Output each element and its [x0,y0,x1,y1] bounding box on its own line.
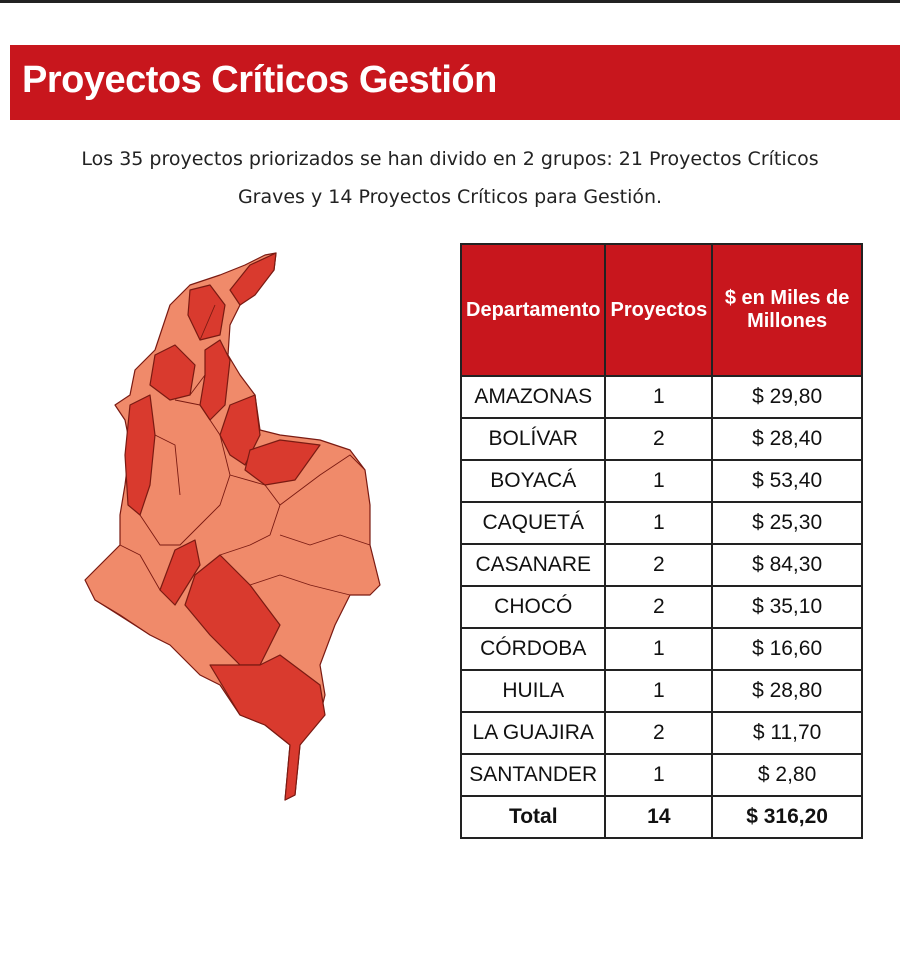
total-row: Total 14 $ 316,20 [459,795,863,839]
table-row: BOYACÁ 1 $ 53,40 [459,459,863,503]
table-row: CHOCÓ 2 $ 35,10 [459,585,863,629]
table-cell: 1 [604,627,714,671]
table-cell: $ 28,40 [711,417,863,461]
table-cell: $ 53,40 [711,459,863,503]
table-row: HUILA 1 $ 28,80 [459,669,863,713]
table-cell: $ 16,60 [711,627,863,671]
table-cell: CAQUETÁ [459,501,607,545]
column-header: $ en Miles de Millones [711,243,863,377]
table-row: LA GUAJIRA 2 $ 11,70 [459,711,863,755]
table-cell: HUILA [459,669,607,713]
table-cell: 1 [604,459,714,503]
table-cell: $ 28,80 [711,669,863,713]
table-row: BOLÍVAR 2 $ 28,40 [459,417,863,461]
table-cell: $ 35,10 [711,585,863,629]
intro-line: Los 35 proyectos priorizados se han divi… [81,148,819,170]
table-cell: LA GUAJIRA [459,711,607,755]
table-row: AMAZONAS 1 $ 29,80 [459,375,863,419]
table-cell: CÓRDOBA [459,627,607,671]
table-cell: BOYACÁ [459,459,607,503]
table-cell: CHOCÓ [459,585,607,629]
table-cell: 2 [604,585,714,629]
table-cell: $ 2,80 [711,753,863,797]
table-cell: CASANARE [459,543,607,587]
column-header: Departamento [459,243,607,377]
table-cell: $ 84,30 [711,543,863,587]
projects-table: Departamento Proyectos $ en Miles de Millo… [459,243,863,839]
header-row: Departamento Proyectos $ en Miles de Millo… [459,243,863,377]
table-cell: 2 [604,417,714,461]
table-cell: 1 [604,753,714,797]
top-rule [0,0,900,3]
intro: Los 35 proyectos priorizados se han divi… [0,140,900,216]
total-cell: Total [459,795,607,839]
table-cell: 2 [604,711,714,755]
table-cell: 1 [604,669,714,713]
table-row: CAQUETÁ 1 $ 25,30 [459,501,863,545]
table-cell: SANTANDER [459,753,607,797]
title: Proyectos Críticos Gestión [22,59,497,101]
intro-line: Graves y 14 Proyectos Críticos para Gest… [237,186,663,208]
table-cell: 1 [604,375,714,419]
table-cell: 2 [604,543,714,587]
table-body: AMAZONAS 1 $ 29,80 BOLÍVAR 2 $ 28,40 BOYACÁ 1 $ … [459,375,863,839]
table-row: CÓRDOBA 1 $ 16,60 [459,627,863,671]
total-cell: $ 316,20 [711,795,863,839]
table-cell: $ 29,80 [711,375,863,419]
total-cell: 14 [604,795,714,839]
table-row: CASANARE 2 $ 84,30 [459,543,863,587]
table-cell: AMAZONAS [459,375,607,419]
title-banner: Proyectos Críticos Gestión [10,45,900,120]
column-header: Proyectos [604,243,714,377]
table-cell: BOLÍVAR [459,417,607,461]
table-cell: $ 25,30 [711,501,863,545]
colombia-map [84,252,381,801]
table-cell: 1 [604,501,714,545]
table-cell: $ 11,70 [711,711,863,755]
table-row: SANTANDER 1 $ 2,80 [459,753,863,797]
